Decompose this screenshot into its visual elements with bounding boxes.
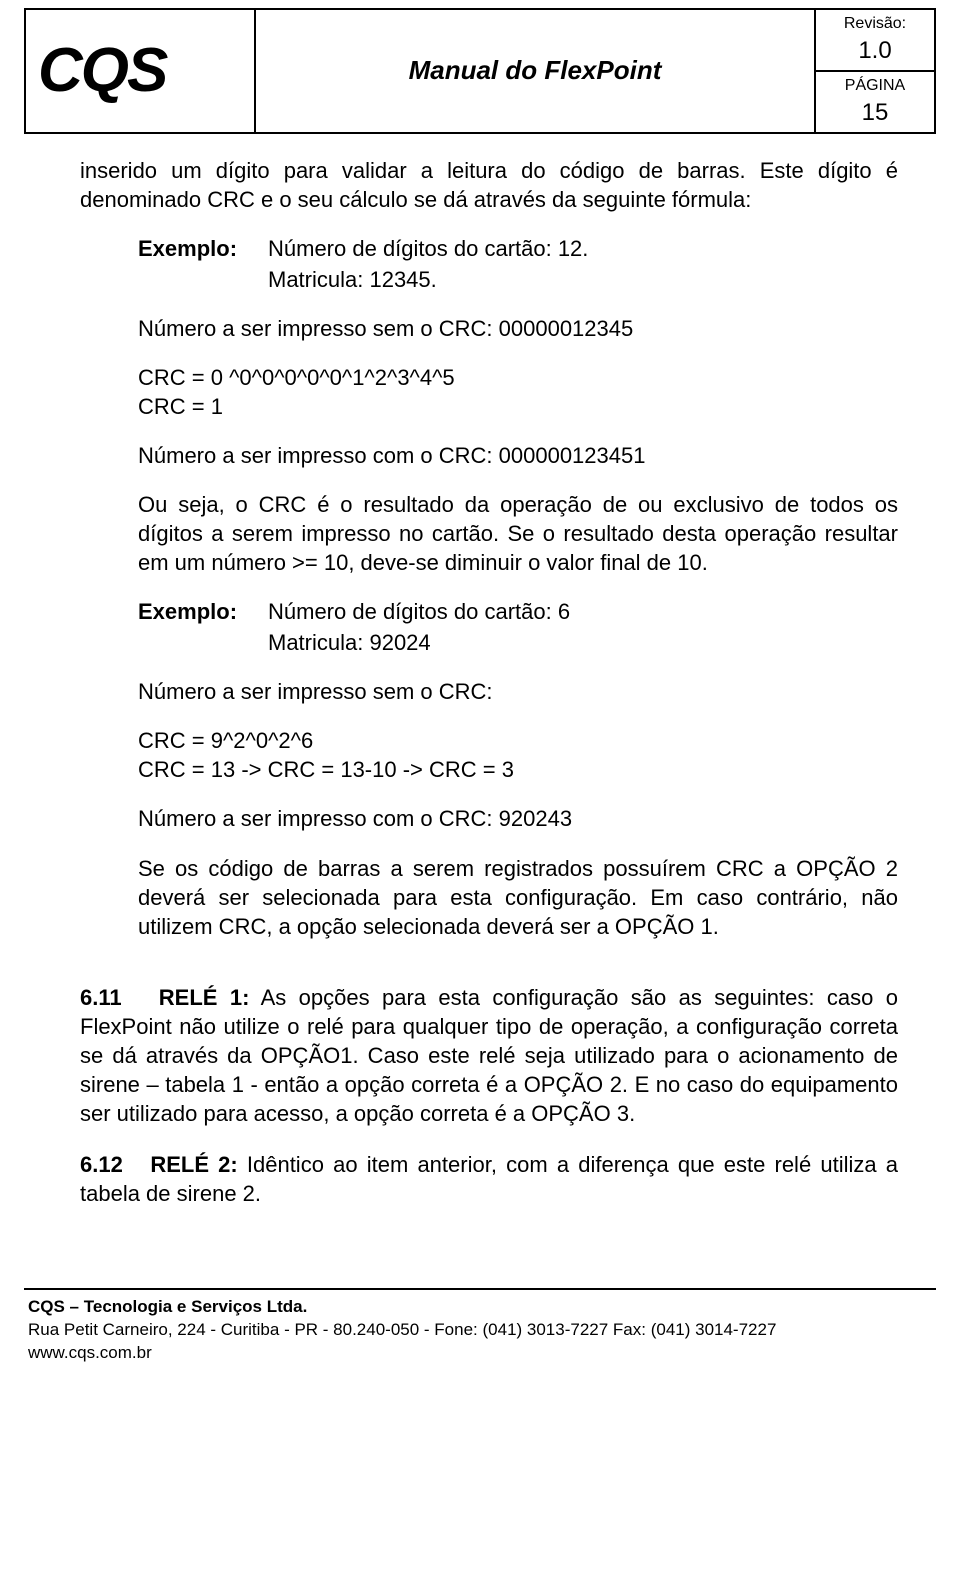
section-6-12: 6.12 RELÉ 2: Idêntico ao item anterior, … — [80, 1150, 898, 1208]
logo-text: CQS — [38, 40, 242, 102]
example1: Exemplo: Número de dígitos do cartão: 12… — [80, 234, 898, 294]
logo-cell: CQS — [25, 9, 255, 133]
crc1-calc-line1: CRC = 0 ^0^0^0^0^0^1^2^3^4^5 — [138, 363, 898, 392]
page-cell: PÁGINA 15 — [815, 71, 935, 133]
example2-line2: Matricula: 92024 — [268, 628, 898, 657]
section-6-11: 6.11 RELÉ 1: As opções para esta configu… — [80, 983, 898, 1128]
footer-url: www.cqs.com.br — [28, 1342, 932, 1365]
crc2-calc-line2: CRC = 13 -> CRC = 13-10 -> CRC = 3 — [138, 755, 898, 784]
page-label: PÁGINA — [820, 76, 930, 97]
crc2-calc-line1: CRC = 9^2^0^2^6 — [138, 726, 898, 755]
doc-title: Manual do FlexPoint — [255, 9, 815, 133]
footer-company: CQS – Tecnologia e Serviços Ltda. — [28, 1296, 932, 1319]
sec612-title: RELÉ 2: — [150, 1152, 237, 1177]
explain1: Ou seja, o CRC é o resultado da operação… — [80, 490, 898, 577]
revision-label: Revisão: — [820, 14, 930, 35]
example1-label: Exemplo: — [138, 234, 268, 263]
example2-label: Exemplo: — [138, 597, 268, 626]
crc2-sem: Número a ser impresso sem o CRC: — [80, 677, 898, 706]
crc2-com: Número a ser impresso com o CRC: 920243 — [80, 804, 898, 833]
explain2: Se os código de barras a serem registrad… — [80, 854, 898, 941]
example2-line1: Número de dígitos do cartão: 6 — [268, 597, 898, 626]
example2: Exemplo: Número de dígitos do cartão: 6 … — [80, 597, 898, 657]
example1-line2: Matricula: 12345. — [268, 265, 898, 294]
document-body: inserido um dígito para validar a leitur… — [24, 134, 936, 1218]
crc1-com: Número a ser impresso com o CRC: 0000001… — [80, 441, 898, 470]
sec611-title: RELÉ 1: — [159, 985, 250, 1010]
crc2-calc: CRC = 9^2^0^2^6 CRC = 13 -> CRC = 13-10 … — [80, 726, 898, 784]
sec611-number: 6.11 — [80, 985, 122, 1010]
crc1-sem: Número a ser impresso sem o CRC: 0000001… — [80, 314, 898, 343]
document-header: CQS Manual do FlexPoint Revisão: 1.0 PÁG… — [24, 8, 936, 134]
crc1-calc: CRC = 0 ^0^0^0^0^0^1^2^3^4^5 CRC = 1 — [80, 363, 898, 421]
revision-value: 1.0 — [820, 35, 930, 66]
revision-cell: Revisão: 1.0 — [815, 9, 935, 71]
example1-line1: Número de dígitos do cartão: 12. — [268, 234, 898, 263]
footer-address: Rua Petit Carneiro, 224 - Curitiba - PR … — [28, 1319, 932, 1342]
crc1-calc-line2: CRC = 1 — [138, 392, 898, 421]
sec612-number: 6.12 — [80, 1152, 123, 1177]
intro-paragraph: inserido um dígito para validar a leitur… — [80, 156, 898, 214]
page-number: 15 — [820, 97, 930, 128]
document-footer: CQS – Tecnologia e Serviços Ltda. Rua Pe… — [24, 1288, 936, 1375]
